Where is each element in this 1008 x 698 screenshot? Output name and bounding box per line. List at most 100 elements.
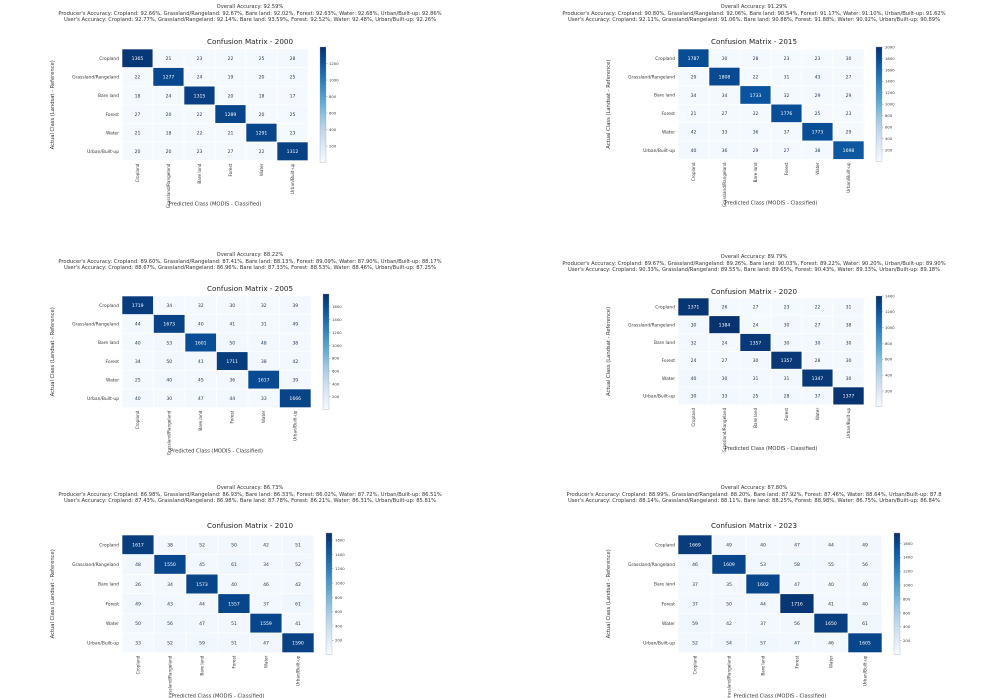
matrix-cell-value: 24 [197, 75, 203, 81]
matrix-cell-value: 44 [229, 396, 235, 402]
matrix-cell-value: 1357 [750, 340, 762, 346]
matrix-cell-value: 29 [753, 148, 759, 154]
matrix-cell [276, 141, 309, 161]
matrix-cell-value: 25 [753, 394, 759, 400]
matrix-cell-value: 1557 [228, 601, 240, 607]
colorbar-tick-label: 800 [885, 113, 893, 118]
matrix-cell-value: 1617 [132, 543, 144, 549]
matrix-cell-value: 1590 [292, 641, 304, 647]
matrix-cell-value: 31 [784, 376, 790, 382]
row-label: Urban/Built-up [643, 641, 675, 647]
matrix-cell-value: 1719 [132, 303, 144, 309]
column-label: Grassland/Rangeland [168, 655, 173, 698]
matrix-cell-value: 28 [753, 56, 759, 62]
matrix-cell-value: 55 [828, 562, 834, 568]
colorbar-tick-label: 200 [885, 147, 893, 152]
matrix-cell-value: 47 [263, 641, 269, 647]
matrix-cell-value: 1808 [719, 74, 731, 80]
colorbar-tick-label: 200 [335, 638, 343, 643]
matrix-cell-value: 40 [135, 340, 141, 346]
matrix-cell-value: 30 [815, 340, 821, 346]
matrix-cell-value: 48 [135, 562, 141, 568]
column-label: Urban/Built-up [290, 163, 295, 194]
row-label: Forest [106, 359, 120, 365]
matrix-cell-value: 21 [166, 56, 172, 62]
matrix-cell-value: 30 [229, 303, 235, 309]
matrix-cell-value: 24 [691, 358, 697, 364]
overall-accuracy-text: Overall Accuracy: 91.29% [720, 4, 788, 10]
row-label: Water [106, 130, 119, 136]
overall-accuracy-text: Overall Accuracy: 92.59% [216, 4, 284, 10]
colorbar-tick-label: 600 [885, 357, 893, 362]
colorbar-tick-label: 1400 [903, 555, 913, 560]
matrix-cell-value: 23 [815, 56, 821, 62]
matrix-cell-value: 20 [135, 149, 141, 155]
matrix-cell-value: 52 [295, 562, 301, 568]
matrix-cell-value: 44 [760, 601, 766, 607]
producers-accuracy-text: Producer's Accuracy: Cropland: 89.60%, G… [58, 258, 442, 265]
row-label: Grassland/Rangeland [72, 322, 119, 328]
matrix-cell [832, 386, 865, 406]
row-label: Water [662, 130, 675, 136]
colorbar-tick-label: 1200 [885, 309, 895, 314]
matrix-cell-value: 34 [167, 582, 173, 588]
matrix-cell-value: 49 [135, 601, 141, 607]
matrix-cell-value: 51 [231, 621, 237, 627]
matrix-cell-value: 40 [166, 378, 172, 384]
colorbar-tick-label: 1600 [885, 67, 895, 72]
matrix-cell-value: 25 [290, 112, 296, 118]
colorbar-tick-label: 1400 [885, 79, 895, 84]
matrix-cell-value: 1787 [688, 56, 700, 62]
y-axis-title: Actual Class (Landsat - Reference) [606, 307, 612, 396]
y-axis-title: Actual Class (Landsat - Reference) [50, 307, 56, 396]
matrix-cell-value: 33 [722, 394, 728, 400]
matrix-cell-value: 29 [846, 130, 852, 136]
matrix-cell-value: 53 [760, 562, 766, 568]
column-label: Water [259, 163, 264, 176]
matrix-cell-value: 52 [692, 641, 698, 647]
matrix-cell-value: 56 [794, 621, 800, 627]
matrix-cell-value: 24 [722, 340, 728, 346]
colorbar [325, 532, 333, 655]
matrix-cell-value: 47 [794, 582, 800, 588]
row-label: Bare land [654, 582, 675, 588]
colorbar-tick-label: 1800 [885, 56, 895, 61]
matrix-cell-value: 36 [229, 378, 235, 384]
colorbar-tick-label: 400 [335, 623, 343, 628]
matrix-cell-value: 27 [815, 323, 821, 329]
matrix-cell-value: 43 [815, 74, 821, 80]
colorbar-tick-label: 1200 [903, 569, 913, 574]
colorbar-tick-label: 600 [332, 368, 340, 373]
x-axis-title: Predicted Class (MODIS - Classified) [169, 202, 262, 208]
colorbar-tick-label: 1200 [335, 566, 345, 571]
matrix-cell-value: 34 [135, 359, 141, 365]
row-label: Cropland [99, 56, 119, 62]
matrix-cell-value: 1601 [195, 340, 207, 346]
matrix-cell-value: 40 [691, 376, 697, 382]
matrix-cell-value: 47 [794, 543, 800, 549]
matrix-cell-value: 22 [197, 112, 203, 118]
matrix-cell-value: 41 [198, 359, 204, 365]
overall-accuracy-text: Overall Accuracy: 86.73% [216, 485, 284, 491]
matrix-cell-value: 45 [198, 378, 204, 384]
matrix-cell-value: 47 [198, 396, 204, 402]
matrix-cell-value: 29 [691, 74, 697, 80]
colorbar-tick-label: 1400 [885, 293, 895, 298]
row-label: Grassland/Rangeland [628, 74, 675, 80]
matrix-cell-value: 32 [198, 303, 204, 309]
matrix-cell-value: 50 [229, 340, 235, 346]
matrix-cell-value: 1773 [812, 130, 824, 136]
matrix-cell-value: 23 [197, 149, 203, 155]
colorbar-tick-label: 1400 [332, 317, 342, 322]
y-axis-title: Actual Class (Landsat - Reference) [50, 60, 56, 149]
matrix-cell-value: 49 [292, 322, 298, 328]
producers-accuracy-text: Producer's Accuracy: Cropland: 89.67%, G… [562, 260, 946, 267]
matrix-cell-value: 34 [722, 93, 728, 99]
column-label: Cropland [136, 655, 141, 674]
matrix-cell-value: 1365 [132, 56, 144, 62]
column-label: Forest [228, 163, 233, 176]
colorbar-tick-label: 600 [329, 110, 337, 115]
matrix-cell-value: 40 [828, 582, 834, 588]
matrix-cell-value: 59 [692, 621, 698, 627]
